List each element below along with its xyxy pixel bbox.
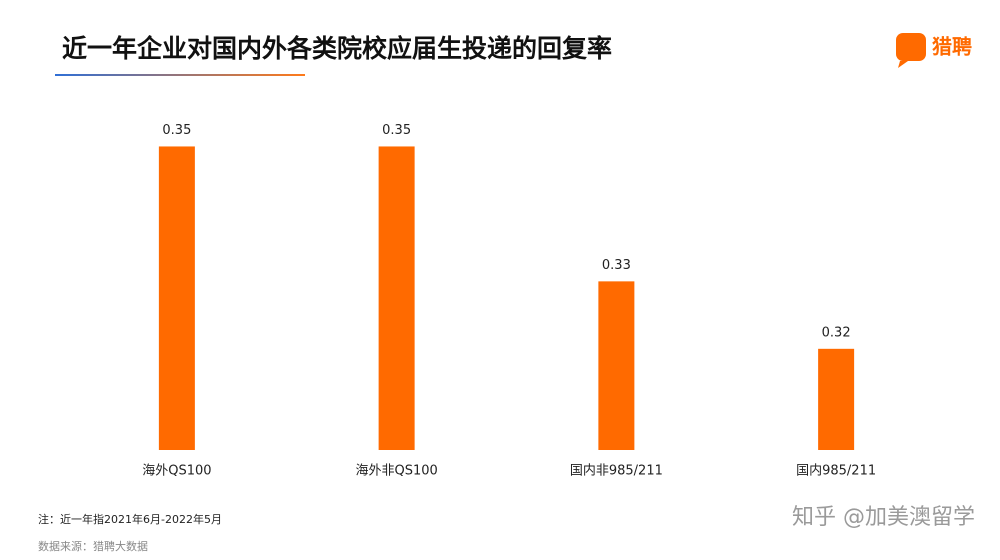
value-label: 0.33: [602, 258, 631, 273]
title-underline: [55, 74, 305, 76]
bar: [158, 146, 195, 451]
value-label: 0.32: [822, 325, 851, 340]
logo: 猎聘: [896, 33, 972, 68]
bar: [378, 146, 415, 451]
chart-title: 近一年企业对国内外各类院校应届生投递的回复率: [62, 34, 612, 63]
value-label: 0.35: [382, 123, 411, 138]
bar: [598, 281, 635, 450]
value-label: 0.35: [162, 123, 191, 138]
logo-icon-tail: [898, 61, 908, 68]
source: 数据来源：猎聘大数据: [38, 539, 148, 553]
x-tick-label: 国内985/211: [796, 463, 876, 479]
watermark: 知乎 @加美澳留学: [792, 505, 975, 530]
note: 注：近一年指2021年6月-2022年5月: [38, 512, 222, 526]
logo-icon: [896, 33, 926, 61]
x-tick-label: 国内非985/211: [570, 463, 663, 479]
brand-name: 猎聘: [932, 35, 972, 59]
bar: [818, 348, 855, 450]
x-tick-label: 海外QS100: [142, 464, 211, 479]
x-tick-label: 海外非QS100: [355, 464, 437, 479]
